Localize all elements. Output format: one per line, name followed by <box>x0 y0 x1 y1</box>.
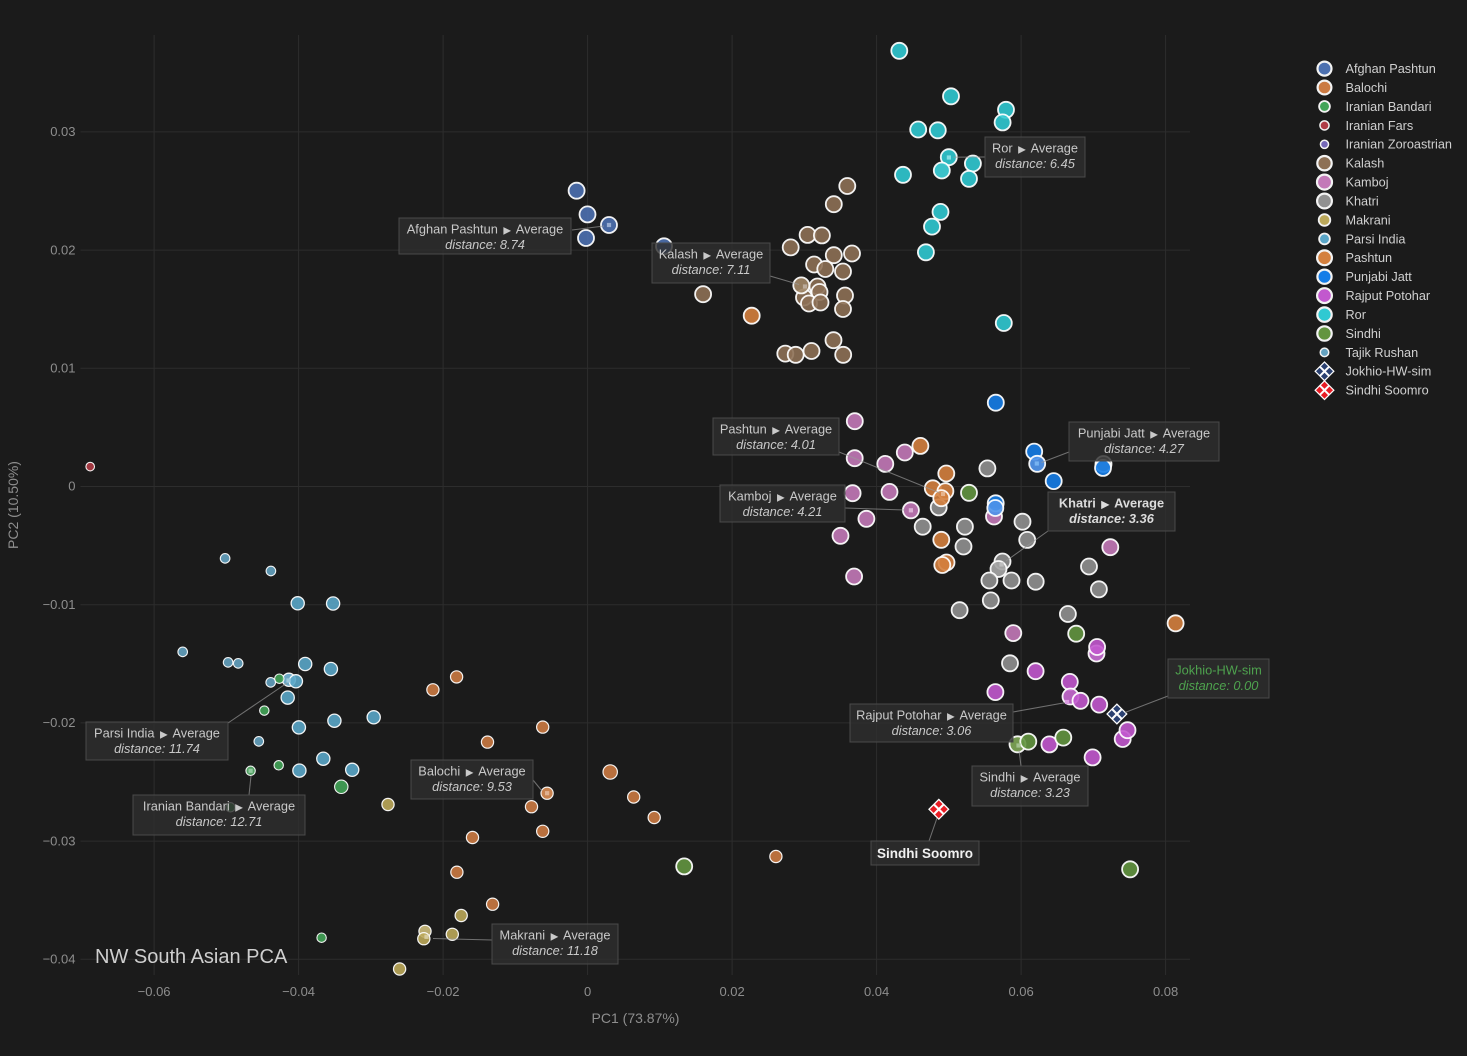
svg-text:Iranian Bandari: Iranian Bandari <box>1346 100 1432 114</box>
svg-text:distance: 4.21: distance: 4.21 <box>743 504 823 519</box>
svg-text:PC1 (73.87%): PC1 (73.87%) <box>592 1010 680 1026</box>
svg-text:Ror: Ror <box>1346 308 1367 322</box>
svg-text:0.06: 0.06 <box>1008 984 1033 999</box>
svg-text:Rajput Potohar: Rajput Potohar <box>1346 289 1431 303</box>
svg-text:−0.04: −0.04 <box>43 952 76 967</box>
svg-text:0: 0 <box>584 984 591 999</box>
svg-text:−0.02: −0.02 <box>43 715 76 730</box>
svg-text:−0.02: −0.02 <box>427 984 460 999</box>
svg-text:−0.04: −0.04 <box>282 984 315 999</box>
svg-text:distance: 11.18: distance: 11.18 <box>512 943 599 958</box>
svg-text:Khatri: Khatri <box>1346 194 1379 208</box>
svg-text:Sindhi ▶ Average: Sindhi ▶ Average <box>980 770 1081 785</box>
svg-text:Iranian Bandari ▶ Average: Iranian Bandari ▶ Average <box>143 799 295 814</box>
svg-text:distance: 8.74: distance: 8.74 <box>445 237 525 252</box>
svg-text:Sindhi Soomro: Sindhi Soomro <box>1346 384 1429 398</box>
svg-text:−0.03: −0.03 <box>43 833 76 848</box>
svg-text:distance: 6.45: distance: 6.45 <box>995 156 1076 171</box>
svg-text:NW South Asian PCA: NW South Asian PCA <box>95 946 288 968</box>
svg-text:distance: 4.01: distance: 4.01 <box>736 437 816 452</box>
svg-text:0: 0 <box>68 479 75 494</box>
svg-text:−0.01: −0.01 <box>43 597 76 612</box>
svg-text:Punjabi Jatt ▶ Average: Punjabi Jatt ▶ Average <box>1078 426 1210 441</box>
svg-text:Kalash ▶ Average: Kalash ▶ Average <box>659 247 764 262</box>
svg-text:distance: 3.23: distance: 3.23 <box>990 785 1070 800</box>
svg-text:distance: 4.27: distance: 4.27 <box>1104 441 1185 456</box>
svg-text:Jokhio-HW-sim: Jokhio-HW-sim <box>1346 365 1432 379</box>
svg-text:0.08: 0.08 <box>1153 984 1178 999</box>
svg-text:Pashtun ▶ Average: Pashtun ▶ Average <box>720 422 832 437</box>
svg-text:0.03: 0.03 <box>50 124 75 139</box>
svg-text:0.04: 0.04 <box>864 984 889 999</box>
svg-text:Balochi ▶ Average: Balochi ▶ Average <box>418 764 525 779</box>
svg-text:Makrani: Makrani <box>1346 213 1391 227</box>
svg-text:0.02: 0.02 <box>50 242 75 257</box>
svg-text:Iranian Zoroastrian: Iranian Zoroastrian <box>1346 138 1453 152</box>
svg-text:Makrani ▶ Average: Makrani ▶ Average <box>500 928 611 943</box>
svg-text:Tajik Rushan: Tajik Rushan <box>1346 346 1419 360</box>
svg-text:distance: 7.11: distance: 7.11 <box>672 262 751 277</box>
svg-text:distance: 9.53: distance: 9.53 <box>432 779 512 794</box>
svg-text:0.01: 0.01 <box>50 361 75 376</box>
svg-text:Ror ▶ Average: Ror ▶ Average <box>992 141 1078 156</box>
svg-text:−0.06: −0.06 <box>138 984 171 999</box>
svg-text:distance: 0.00: distance: 0.00 <box>1179 678 1260 693</box>
svg-text:Kamboj: Kamboj <box>1346 176 1389 190</box>
svg-text:0.02: 0.02 <box>719 984 744 999</box>
svg-text:distance: 11.74: distance: 11.74 <box>114 741 200 756</box>
svg-text:Pashtun: Pashtun <box>1346 251 1393 265</box>
svg-text:Parsi India: Parsi India <box>1346 232 1407 246</box>
svg-text:Kamboj ▶ Average: Kamboj ▶ Average <box>728 489 837 504</box>
svg-text:Sindhi Soomro: Sindhi Soomro <box>877 846 973 861</box>
svg-text:Rajput Potohar ▶ Average: Rajput Potohar ▶ Average <box>856 708 1007 723</box>
svg-text:distance: 3.36: distance: 3.36 <box>1069 511 1155 526</box>
svg-text:Afghan Pashtun: Afghan Pashtun <box>1346 62 1436 76</box>
svg-text:distance: 3.06: distance: 3.06 <box>892 723 973 738</box>
svg-text:distance: 12.71: distance: 12.71 <box>176 814 263 829</box>
svg-text:PC2 (10.50%): PC2 (10.50%) <box>5 461 21 549</box>
svg-text:Parsi India ▶ Average: Parsi India ▶ Average <box>94 726 220 741</box>
svg-text:Punjabi Jatt: Punjabi Jatt <box>1346 270 1413 284</box>
svg-text:Sindhi: Sindhi <box>1346 327 1381 341</box>
svg-text:Afghan Pashtun ▶ Average: Afghan Pashtun ▶ Average <box>407 222 564 237</box>
svg-text:Iranian Fars: Iranian Fars <box>1346 119 1414 133</box>
svg-text:Kalash: Kalash <box>1346 157 1385 171</box>
svg-text:Khatri ▶ Average: Khatri ▶ Average <box>1059 496 1164 511</box>
svg-text:Balochi: Balochi <box>1346 81 1388 95</box>
svg-text:Jokhio-HW-sim: Jokhio-HW-sim <box>1175 663 1262 678</box>
